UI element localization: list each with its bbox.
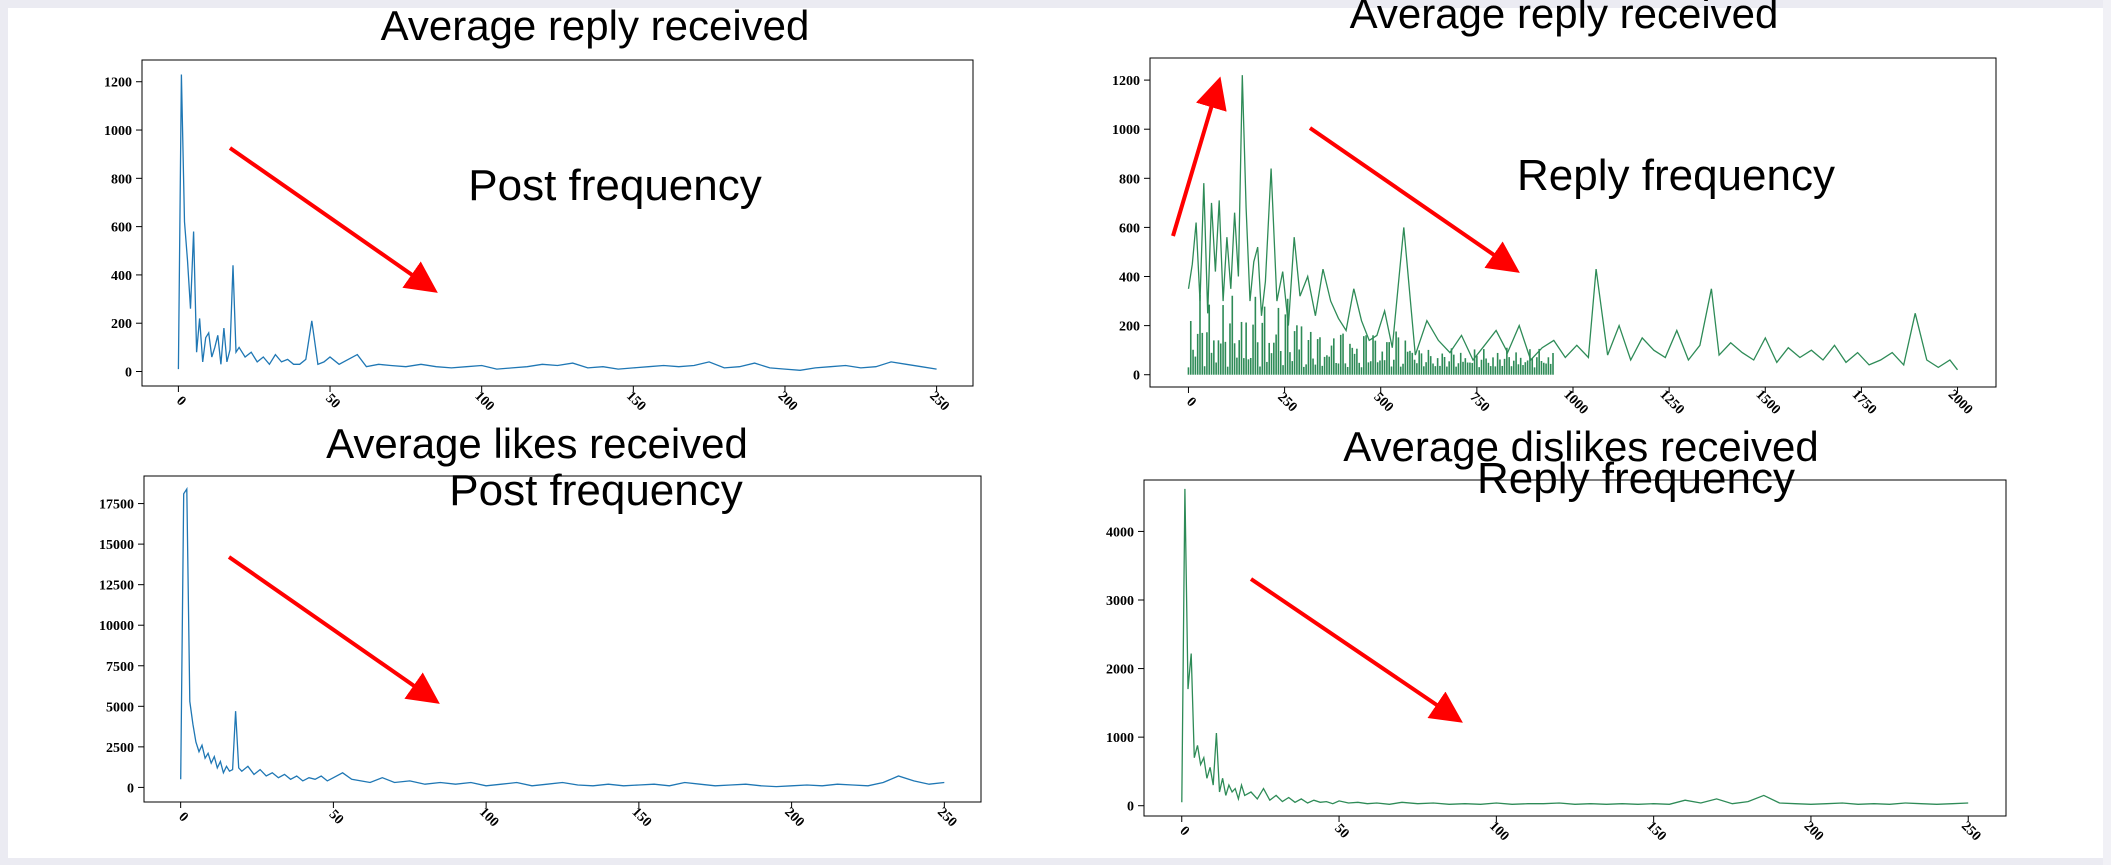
x-tick-label: 1500 <box>1753 387 1783 417</box>
x-tick-label: 200 <box>775 389 800 414</box>
x-tick-label: 250 <box>926 389 951 414</box>
chart-title: Average reply received <box>1350 0 1779 37</box>
series-line <box>1181 488 1969 805</box>
chart-reply-vs-post-frequency: Average reply received020040060080010001… <box>104 2 974 414</box>
trend-arrow <box>227 555 440 704</box>
chart-title: Average reply received <box>381 2 810 49</box>
x-tick-label: 250 <box>934 805 959 830</box>
annotation-label: Post frequency <box>449 466 743 515</box>
x-tick-label: 250 <box>1274 390 1299 415</box>
trend-arrow <box>1171 76 1227 237</box>
y-tick-label: 0 <box>1133 369 1140 384</box>
annotation-label: Reply frequency <box>1477 454 1795 503</box>
x-tick-label: 1250 <box>1656 387 1686 417</box>
x-tick-label: 150 <box>1643 819 1668 844</box>
y-tick-label: 1000 <box>104 124 132 139</box>
y-tick-label: 400 <box>111 269 132 284</box>
x-tick-label: 100 <box>471 389 496 414</box>
y-tick-label: 3000 <box>1106 594 1134 609</box>
y-tick-label: 15000 <box>99 538 134 553</box>
trend-arrow <box>1308 126 1520 273</box>
x-tick-label: 1000 <box>1560 387 1590 417</box>
annotation-label: Post frequency <box>468 161 762 210</box>
x-tick-label: 50 <box>326 807 347 828</box>
y-tick-label: 2000 <box>1106 663 1134 678</box>
x-tick-label: 150 <box>629 805 654 830</box>
window-edge <box>2103 0 2111 865</box>
x-tick-label: 100 <box>1486 819 1511 844</box>
y-tick-label: 1000 <box>1112 123 1140 138</box>
x-tick-label: 2000 <box>1945 387 1975 417</box>
y-tick-label: 7500 <box>106 660 134 675</box>
plot-frame <box>1143 479 2007 817</box>
y-tick-label: 0 <box>125 366 132 381</box>
chart-dislikes-vs-reply-frequency: Average dislikes received010002000300040… <box>1106 423 2007 844</box>
x-tick-label: 200 <box>1801 819 1826 844</box>
chart-likes-vs-post-frequency: Average likes received025005000750010000… <box>99 420 982 830</box>
x-tick-label: 750 <box>1467 390 1492 415</box>
x-tick-label: 200 <box>781 805 806 830</box>
series-line <box>177 74 937 371</box>
x-tick-label: 0 <box>1183 395 1199 411</box>
y-tick-label: 400 <box>1119 271 1140 286</box>
trend-arrow <box>1249 577 1463 723</box>
x-tick-label: 150 <box>623 389 648 414</box>
x-tick-label: 500 <box>1370 390 1395 415</box>
y-tick-label: 600 <box>111 221 132 236</box>
y-tick-label: 10000 <box>99 619 134 634</box>
x-tick-label: 50 <box>322 391 343 412</box>
series-line <box>180 486 945 788</box>
chart-title: Average likes received <box>326 420 748 467</box>
slide-background <box>8 8 2110 858</box>
x-tick-label: 50 <box>1331 821 1352 842</box>
y-tick-label: 2500 <box>106 741 134 756</box>
y-tick-label: 0 <box>1127 800 1134 815</box>
y-tick-label: 1200 <box>104 76 132 91</box>
x-tick-label: 100 <box>476 805 501 830</box>
y-tick-label: 200 <box>1119 320 1140 335</box>
series-line <box>1187 75 1959 371</box>
trend-arrow <box>228 146 438 293</box>
y-tick-label: 0 <box>127 781 134 796</box>
x-tick-label: 0 <box>173 394 189 410</box>
x-tick-label: 1750 <box>1849 387 1879 417</box>
y-tick-label: 600 <box>1119 221 1140 236</box>
y-tick-label: 200 <box>111 317 132 332</box>
plot-frame <box>143 475 982 803</box>
y-tick-label: 4000 <box>1106 525 1134 540</box>
y-tick-label: 800 <box>111 172 132 187</box>
y-tick-label: 17500 <box>99 498 134 513</box>
chart-reply-vs-reply-frequency: Average reply received 0 200 400 600 800 1000 1… <box>1112 0 1997 418</box>
y-tick-label: 1000 <box>1106 731 1134 746</box>
x-tick-label: 250 <box>1958 819 1983 844</box>
y-tick-label: 800 <box>1119 172 1140 187</box>
chart-title: Average dislikes received <box>1343 423 1818 470</box>
y-tick-label: 5000 <box>106 700 134 715</box>
y-tick-label: 12500 <box>99 579 134 594</box>
plot-frame <box>141 59 974 387</box>
y-tick-label: 1200 <box>1112 74 1140 89</box>
annotation-label: Reply frequency <box>1517 151 1835 200</box>
x-tick-label: 0 <box>175 810 191 826</box>
x-tick-label: 0 <box>1176 824 1192 840</box>
